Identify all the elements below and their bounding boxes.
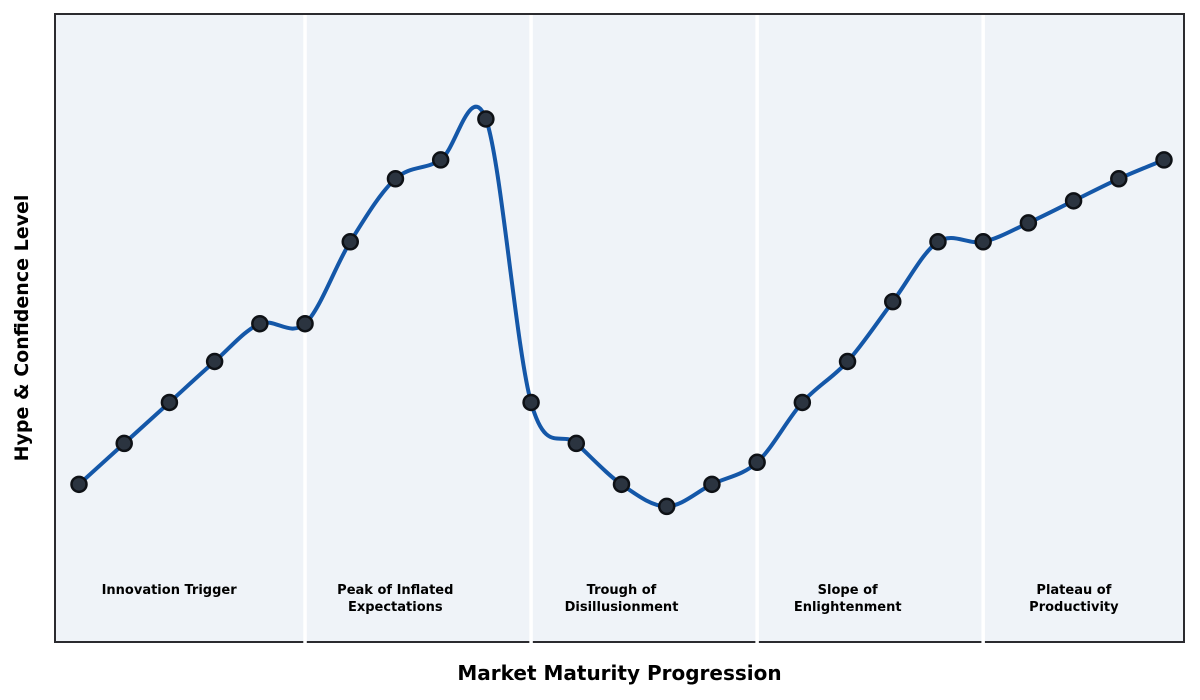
data-point-marker (251, 314, 269, 333)
data-point-marker (160, 393, 179, 412)
phase-label-line: Expectations (347, 600, 443, 615)
data-point-marker (205, 352, 224, 371)
data-point-marker (703, 475, 721, 494)
plot-area: Innovation Trigger Peak of Inflated Expect… (54, 13, 1185, 645)
data-point-marker (431, 151, 450, 169)
data-point-marker (657, 497, 676, 516)
data-point-marker (1110, 170, 1128, 188)
data-point-marker (748, 453, 766, 472)
hype-cycle-chart (70, 15, 1173, 645)
phase-label-line: Innovation Trigger (101, 583, 237, 598)
data-point-marker (1019, 214, 1038, 232)
phase-label-line: Disillusionment (564, 600, 679, 615)
data-point-marker (1064, 192, 1083, 210)
phase-label-line: Trough of (586, 583, 657, 598)
phase-label-trough-of-disillusionment: Trough of Disillusionment (565, 582, 679, 616)
phase-label-slope-of-enlightenment: Slope of Enlightenment (794, 582, 902, 616)
data-point-marker (793, 393, 812, 412)
data-point-marker (1155, 151, 1173, 169)
data-point-marker (341, 233, 359, 251)
phase-label-line: Plateau of (1036, 583, 1112, 598)
phase-label-innovation-trigger: Innovation Trigger (102, 582, 237, 599)
data-point-marker (115, 434, 133, 453)
phase-label-line: Slope of (817, 583, 878, 598)
phase-label-plateau-of-productivity: Plateau of Productivity (1029, 582, 1118, 616)
data-point-marker (386, 170, 405, 188)
data-point-marker (838, 352, 857, 371)
data-point-marker (477, 110, 495, 128)
data-point-marker (567, 434, 586, 453)
data-point-marker (612, 475, 631, 494)
data-point-marker (884, 292, 902, 311)
data-point-marker (929, 233, 947, 251)
data-point-marker (974, 233, 992, 251)
data-point-marker (70, 475, 88, 494)
phase-label-line: Peak of Inflated (337, 583, 454, 598)
data-point-marker (522, 393, 540, 412)
phase-label-peak-of-inflated-expectations: Peak of Inflated Expectations (337, 582, 453, 616)
y-axis-label: Hype & Confidence Level (11, 194, 33, 462)
phase-label-line: Enlightenment (793, 600, 902, 615)
phase-label-line: Productivity (1029, 600, 1119, 615)
x-axis-label: Market Maturity Progression (457, 661, 782, 685)
data-point-marker (296, 314, 314, 333)
hype-curve-line (77, 104, 1166, 509)
